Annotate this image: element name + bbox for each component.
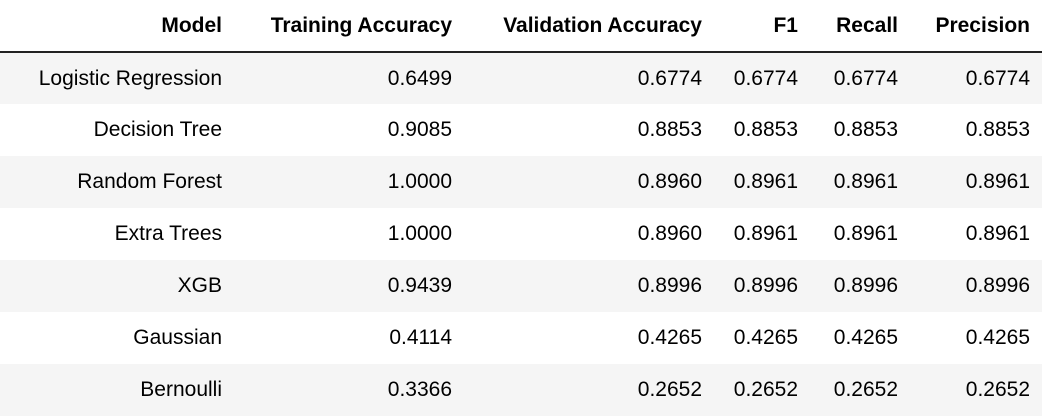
precision-cell: 0.6774 — [965, 66, 1030, 90]
table-row: Extra Trees 1.0000 0.8960 0.8961 0.8961 … — [0, 208, 1042, 260]
table-header: Model Training Accuracy Validation Accur… — [0, 0, 1042, 53]
precision-cell: 0.8961 — [965, 170, 1030, 193]
header-precision: Precision — [910, 0, 1042, 53]
validation-accuracy-cell: 0.8960 — [637, 222, 702, 245]
header-validation-accuracy: Validation Accuracy — [464, 0, 714, 53]
recall-cell: 0.8853 — [833, 118, 898, 141]
table-row: Bernoulli 0.3366 0.2652 0.2652 0.2652 0.… — [0, 364, 1042, 416]
training-accuracy-cell: 1.0000 — [387, 170, 452, 193]
model-name: Decision Tree — [93, 118, 222, 141]
table-body: Logistic Regression 0.6499 0.6774 0.6774… — [0, 52, 1042, 416]
training-accuracy-cell: 1.0000 — [387, 222, 452, 245]
model-name: Random Forest — [77, 170, 222, 193]
recall-cell: 0.8996 — [833, 274, 898, 297]
validation-accuracy-cell: 0.8996 — [637, 274, 702, 297]
validation-accuracy-cell: 0.2652 — [637, 378, 702, 401]
validation-accuracy-cell: 0.4265 — [637, 326, 702, 349]
f1-cell: 0.8961 — [733, 222, 798, 245]
training-accuracy-cell: 0.4114 — [389, 326, 452, 349]
validation-accuracy-cell: 0.8960 — [637, 170, 702, 193]
header-f1: F1 — [714, 0, 810, 53]
training-accuracy-cell: 0.9085 — [387, 118, 452, 141]
model-name: Gaussian — [133, 326, 222, 349]
precision-cell: 0.4265 — [965, 326, 1030, 349]
model-name: Extra Trees — [114, 222, 222, 245]
table-row: Decision Tree 0.9085 0.8853 0.8853 0.885… — [0, 104, 1042, 156]
model-name: Logistic Regression — [38, 66, 222, 90]
f1-cell: 0.4265 — [733, 326, 798, 349]
model-name: Bernoulli — [140, 378, 222, 401]
validation-accuracy-cell: 0.6774 — [637, 66, 702, 90]
training-accuracy-cell: 0.3366 — [387, 378, 452, 401]
header-recall: Recall — [810, 0, 910, 53]
table-row: Random Forest 1.0000 0.8960 0.8961 0.896… — [0, 156, 1042, 208]
f1-cell: 0.8853 — [733, 118, 798, 141]
recall-cell: 0.4265 — [833, 326, 898, 349]
f1-cell: 0.8996 — [733, 274, 798, 297]
recall-cell: 0.8961 — [833, 170, 898, 193]
recall-cell: 0.8961 — [833, 222, 898, 245]
recall-cell: 0.2652 — [833, 378, 898, 401]
validation-accuracy-cell: 0.8853 — [637, 118, 702, 141]
precision-cell: 0.2652 — [965, 378, 1030, 401]
f1-cell: 0.8961 — [733, 170, 798, 193]
f1-cell: 0.6774 — [733, 66, 798, 90]
model-name: XGB — [177, 274, 222, 297]
header-model: Model — [0, 0, 234, 53]
table-row: Gaussian 0.4114 0.4265 0.4265 0.4265 0.4… — [0, 312, 1042, 364]
f1-cell: 0.2652 — [733, 378, 798, 401]
precision-cell: 0.8996 — [965, 274, 1030, 297]
recall-cell: 0.6774 — [833, 66, 898, 90]
header-training-accuracy: Training Accuracy — [234, 0, 464, 53]
table-row: XGB 0.9439 0.8996 0.8996 0.8996 0.8996 — [0, 260, 1042, 312]
training-accuracy-cell: 0.9439 — [387, 274, 452, 297]
precision-cell: 0.8853 — [965, 118, 1030, 141]
precision-cell: 0.8961 — [965, 222, 1030, 245]
header-row: Model Training Accuracy Validation Accur… — [0, 0, 1042, 53]
training-accuracy-cell: 0.6499 — [387, 66, 452, 90]
table-row: Logistic Regression 0.6499 0.6774 0.6774… — [0, 52, 1042, 104]
